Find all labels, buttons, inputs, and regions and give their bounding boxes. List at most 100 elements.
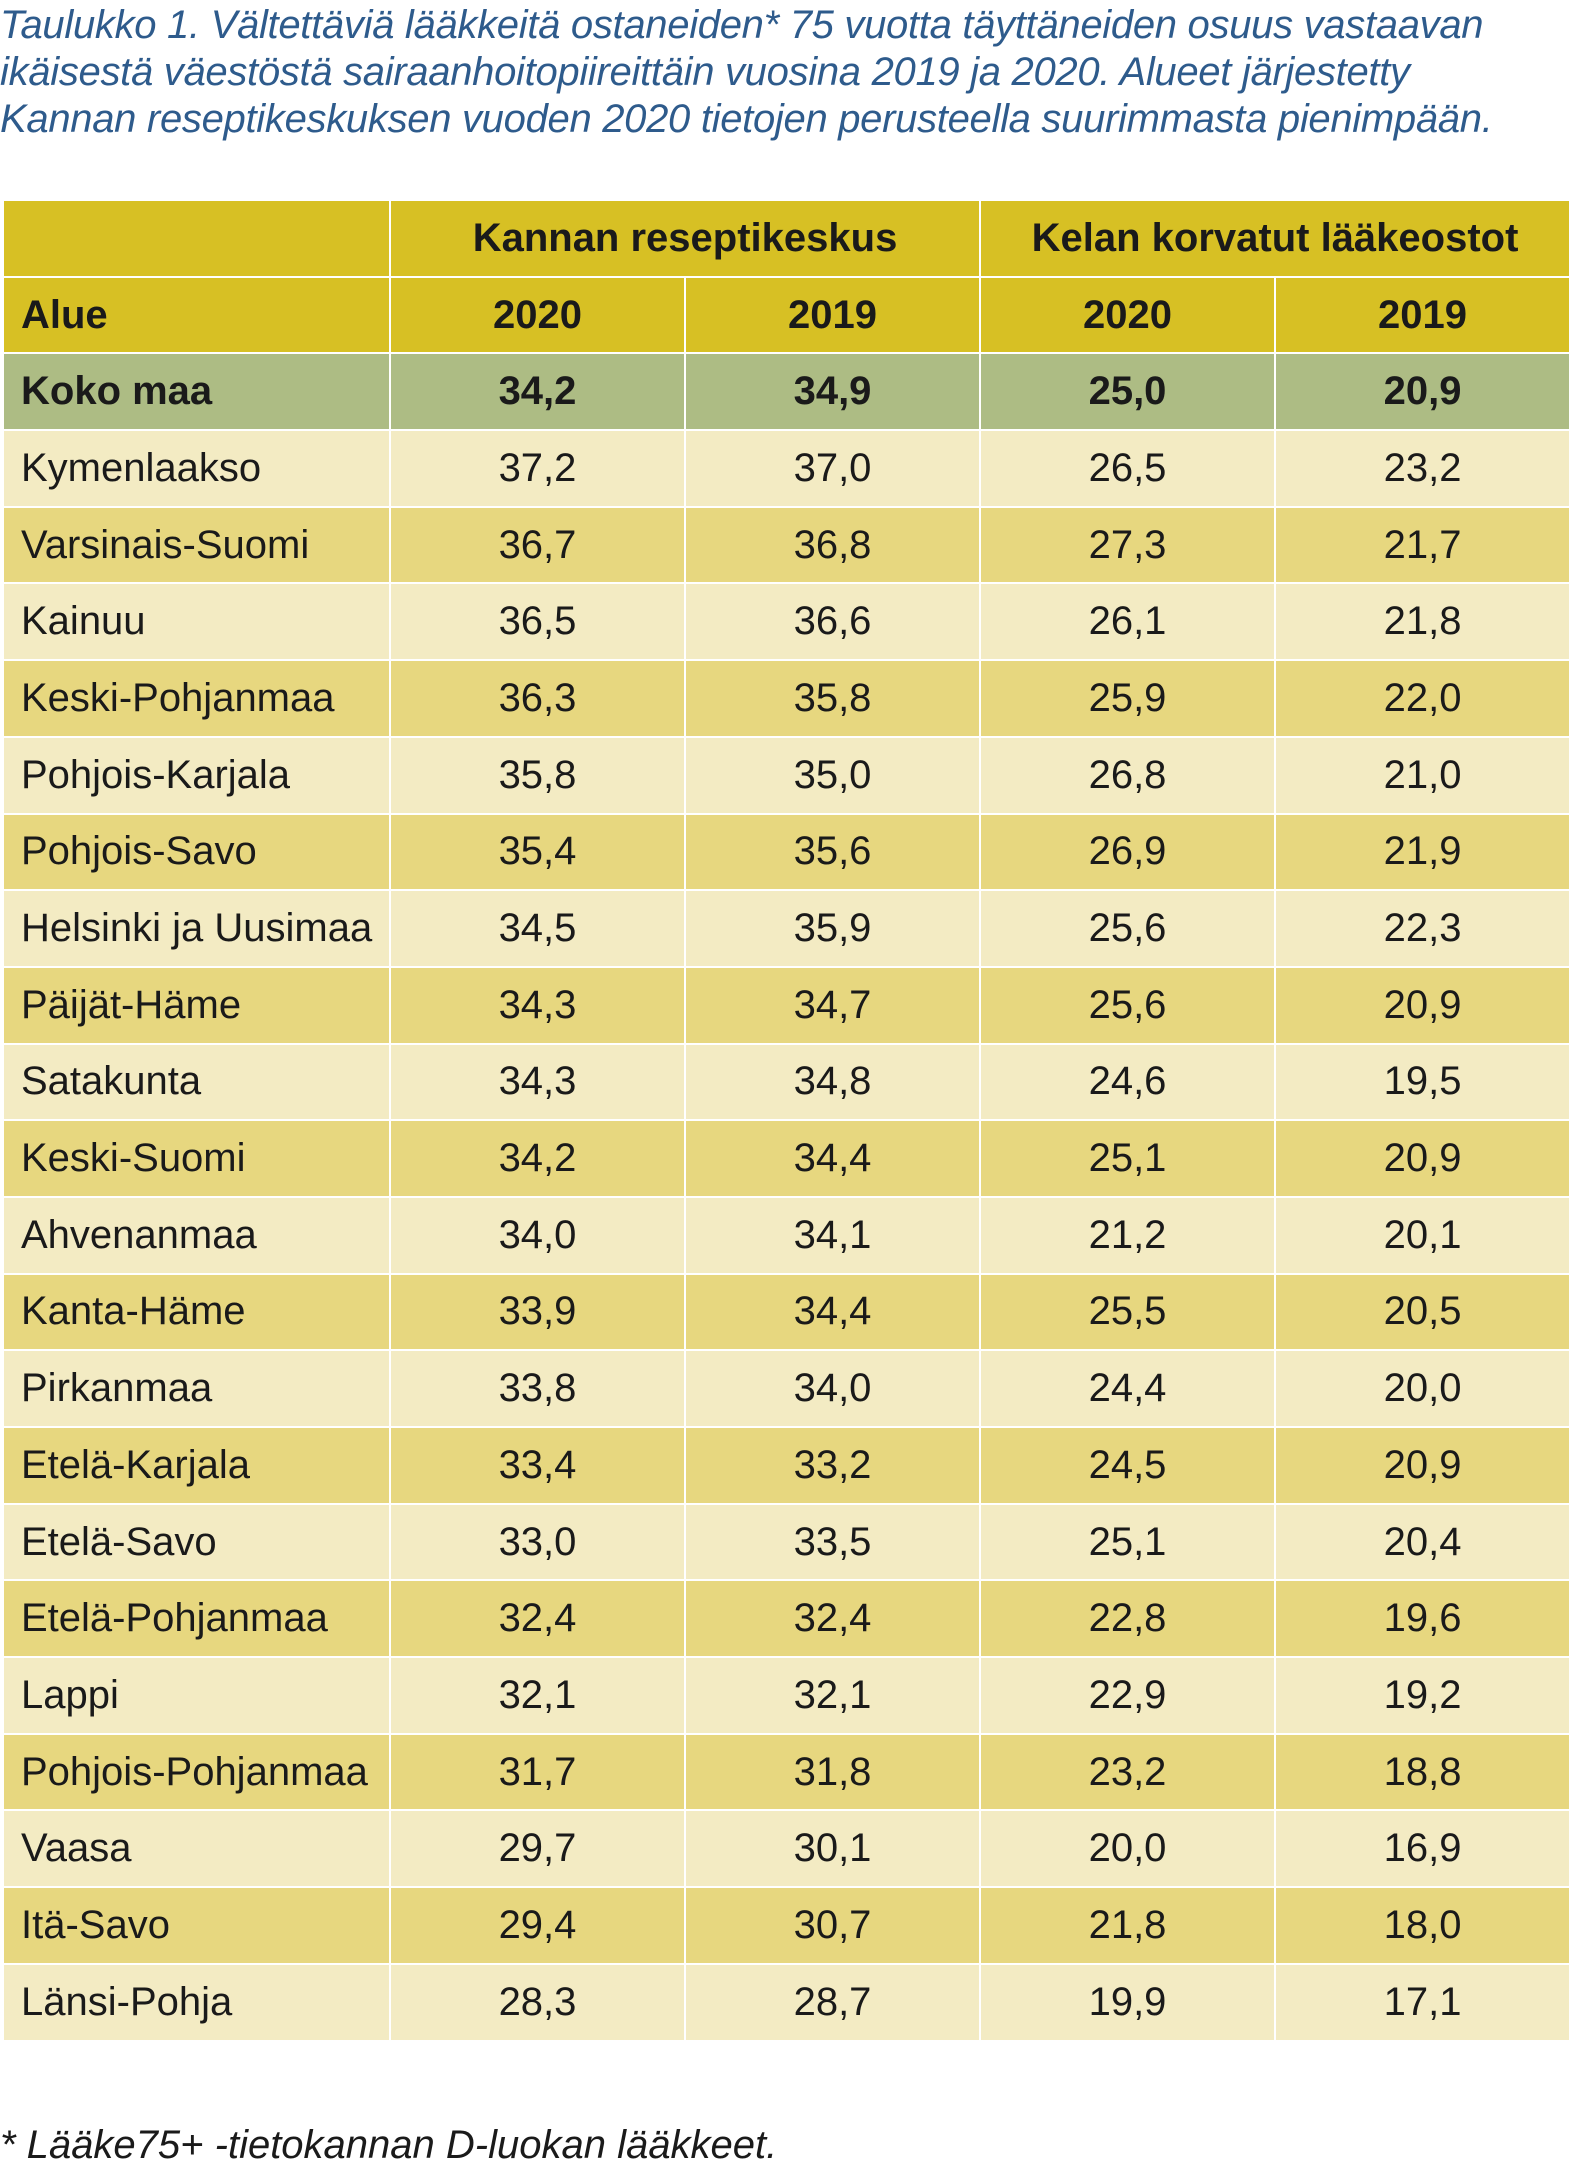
total-value: 34,9 — [683, 352, 982, 432]
table-row: Päijät-Häme 34,3 34,7 25,6 20,9 — [2, 965, 1572, 1045]
value-cell: 20,4 — [1274, 1502, 1572, 1582]
value-cell: 19,5 — [1274, 1042, 1572, 1122]
table-row: Vaasa 29,7 30,1 20,0 16,9 — [2, 1809, 1572, 1889]
value-cell: 22,3 — [1274, 889, 1572, 968]
table-row: Etelä-Savo 33,0 33,5 25,1 20,4 — [2, 1502, 1572, 1582]
region-cell: Pohjois-Savo — [2, 812, 391, 892]
region-cell: Etelä-Karjala — [2, 1426, 391, 1505]
table-row: Pohjois-Savo 35,4 35,6 26,9 21,9 — [2, 812, 1572, 892]
table-row: Kanta-Häme 33,9 34,4 25,5 20,5 — [2, 1272, 1572, 1352]
value-cell: 27,3 — [979, 505, 1277, 585]
region-cell: Satakunta — [2, 1042, 391, 1122]
region-cell: Varsinais-Suomi — [2, 505, 391, 585]
value-cell: 34,3 — [389, 1042, 686, 1122]
value-cell: 28,3 — [389, 1962, 686, 2042]
group-header-kanta: Kannan reseptikeskus — [388, 199, 982, 278]
value-cell: 17,1 — [1274, 1962, 1572, 2042]
value-cell: 24,6 — [979, 1042, 1277, 1122]
value-cell: 20,1 — [1274, 1195, 1572, 1275]
value-cell: 33,9 — [389, 1272, 686, 1352]
table-body: Koko maa 34,2 34,9 25,0 20,9 Kymenlaakso… — [2, 352, 1572, 2042]
value-cell: 34,0 — [389, 1195, 686, 1275]
value-cell: 34,8 — [683, 1042, 982, 1122]
value-cell: 35,0 — [683, 735, 982, 815]
table-row: Varsinais-Suomi 36,7 36,8 27,3 21,7 — [2, 505, 1572, 585]
region-cell: Itä-Savo — [2, 1886, 391, 1965]
value-cell: 21,8 — [1274, 582, 1572, 662]
value-cell: 20,9 — [1274, 965, 1572, 1045]
value-cell: 20,9 — [1274, 1426, 1572, 1505]
value-cell: 30,7 — [683, 1886, 982, 1965]
total-value: 25,0 — [979, 352, 1277, 432]
table-row: Länsi-Pohja 28,3 28,7 19,9 17,1 — [2, 1962, 1572, 2042]
value-cell: 21,0 — [1274, 735, 1572, 815]
value-cell: 21,9 — [1274, 812, 1572, 892]
value-cell: 16,9 — [1274, 1809, 1572, 1889]
caption-line-2: ikäisestä väestöstä sairaanhoitopiireitt… — [0, 50, 1410, 94]
table-row: Kymenlaakso 37,2 37,0 26,5 23,2 — [2, 429, 1572, 508]
footnote: * Lääke75+ -tietokannan D-luokan lääkkee… — [0, 2123, 778, 2167]
column-header-kela-2019: 2019 — [1274, 275, 1572, 355]
value-cell: 32,1 — [389, 1656, 686, 1735]
table-row: Keski-Suomi 34,2 34,4 25,1 20,9 — [2, 1119, 1572, 1198]
value-cell: 25,5 — [979, 1272, 1277, 1352]
region-cell: Päijät-Häme — [2, 965, 391, 1045]
table-row: Itä-Savo 29,4 30,7 21,8 18,0 — [2, 1886, 1572, 1965]
value-cell: 32,4 — [683, 1579, 982, 1659]
column-header-row: Alue 2020 2019 2020 2019 — [2, 275, 1572, 355]
region-cell: Helsinki ja Uusimaa — [2, 889, 391, 968]
region-cell: Länsi-Pohja — [2, 1962, 391, 2042]
table-row: Etelä-Karjala 33,4 33,2 24,5 20,9 — [2, 1426, 1572, 1505]
value-cell: 26,5 — [979, 429, 1277, 508]
value-cell: 30,1 — [683, 1809, 982, 1889]
table-row: Pohjois-Pohjanmaa 31,7 31,8 23,2 18,8 — [2, 1732, 1572, 1812]
value-cell: 28,7 — [683, 1962, 982, 2042]
value-cell: 21,7 — [1274, 505, 1572, 585]
value-cell: 33,8 — [389, 1349, 686, 1428]
value-cell: 25,6 — [979, 965, 1277, 1045]
value-cell: 29,4 — [389, 1886, 686, 1965]
value-cell: 26,1 — [979, 582, 1277, 662]
value-cell: 31,8 — [683, 1732, 982, 1812]
value-cell: 32,4 — [389, 1579, 686, 1659]
region-cell: Keski-Pohjanmaa — [2, 659, 391, 738]
table-row: Helsinki ja Uusimaa 34,5 35,9 25,6 22,3 — [2, 889, 1572, 968]
column-header-kanta-2019: 2019 — [683, 275, 982, 355]
total-value: 34,2 — [389, 352, 686, 432]
total-row: Koko maa 34,2 34,9 25,0 20,9 — [2, 352, 1572, 432]
value-cell: 36,3 — [389, 659, 686, 738]
value-cell: 25,6 — [979, 889, 1277, 968]
value-cell: 20,5 — [1274, 1272, 1572, 1352]
value-cell: 22,8 — [979, 1579, 1277, 1659]
value-cell: 36,7 — [389, 505, 686, 585]
value-cell: 35,9 — [683, 889, 982, 968]
value-cell: 18,0 — [1274, 1886, 1572, 1965]
value-cell: 33,0 — [389, 1502, 686, 1582]
value-cell: 19,6 — [1274, 1579, 1572, 1659]
value-cell: 33,2 — [683, 1426, 982, 1505]
value-cell: 37,0 — [683, 429, 982, 508]
value-cell: 29,7 — [389, 1809, 686, 1889]
region-cell: Kainuu — [2, 582, 391, 662]
column-header-kanta-2020: 2020 — [389, 275, 686, 355]
value-cell: 32,1 — [683, 1656, 982, 1735]
table-row: Satakunta 34,3 34,8 24,6 19,5 — [2, 1042, 1572, 1122]
value-cell: 34,4 — [683, 1272, 982, 1352]
value-cell: 26,9 — [979, 812, 1277, 892]
value-cell: 35,8 — [683, 659, 982, 738]
value-cell: 36,5 — [389, 582, 686, 662]
value-cell: 34,7 — [683, 965, 982, 1045]
value-cell: 18,8 — [1274, 1732, 1572, 1812]
group-header-kela: Kelan korvatut lääkeostot — [979, 199, 1572, 278]
table-row: Lappi 32,1 32,1 22,9 19,2 — [2, 1656, 1572, 1735]
table-caption: Taulukko 1. Vältettäviä lääkkeitä ostane… — [0, 2, 1560, 143]
value-cell: 33,4 — [389, 1426, 686, 1505]
column-header-kela-2020: 2020 — [979, 275, 1277, 355]
table-row: Ahvenanmaa 34,0 34,1 21,2 20,1 — [2, 1195, 1572, 1275]
value-cell: 36,6 — [683, 582, 982, 662]
column-header-region: Alue — [2, 275, 391, 355]
region-cell: Vaasa — [2, 1809, 391, 1889]
table-row: Keski-Pohjanmaa 36,3 35,8 25,9 22,0 — [2, 659, 1572, 738]
region-cell: Etelä-Pohjanmaa — [2, 1579, 391, 1659]
value-cell: 25,9 — [979, 659, 1277, 738]
